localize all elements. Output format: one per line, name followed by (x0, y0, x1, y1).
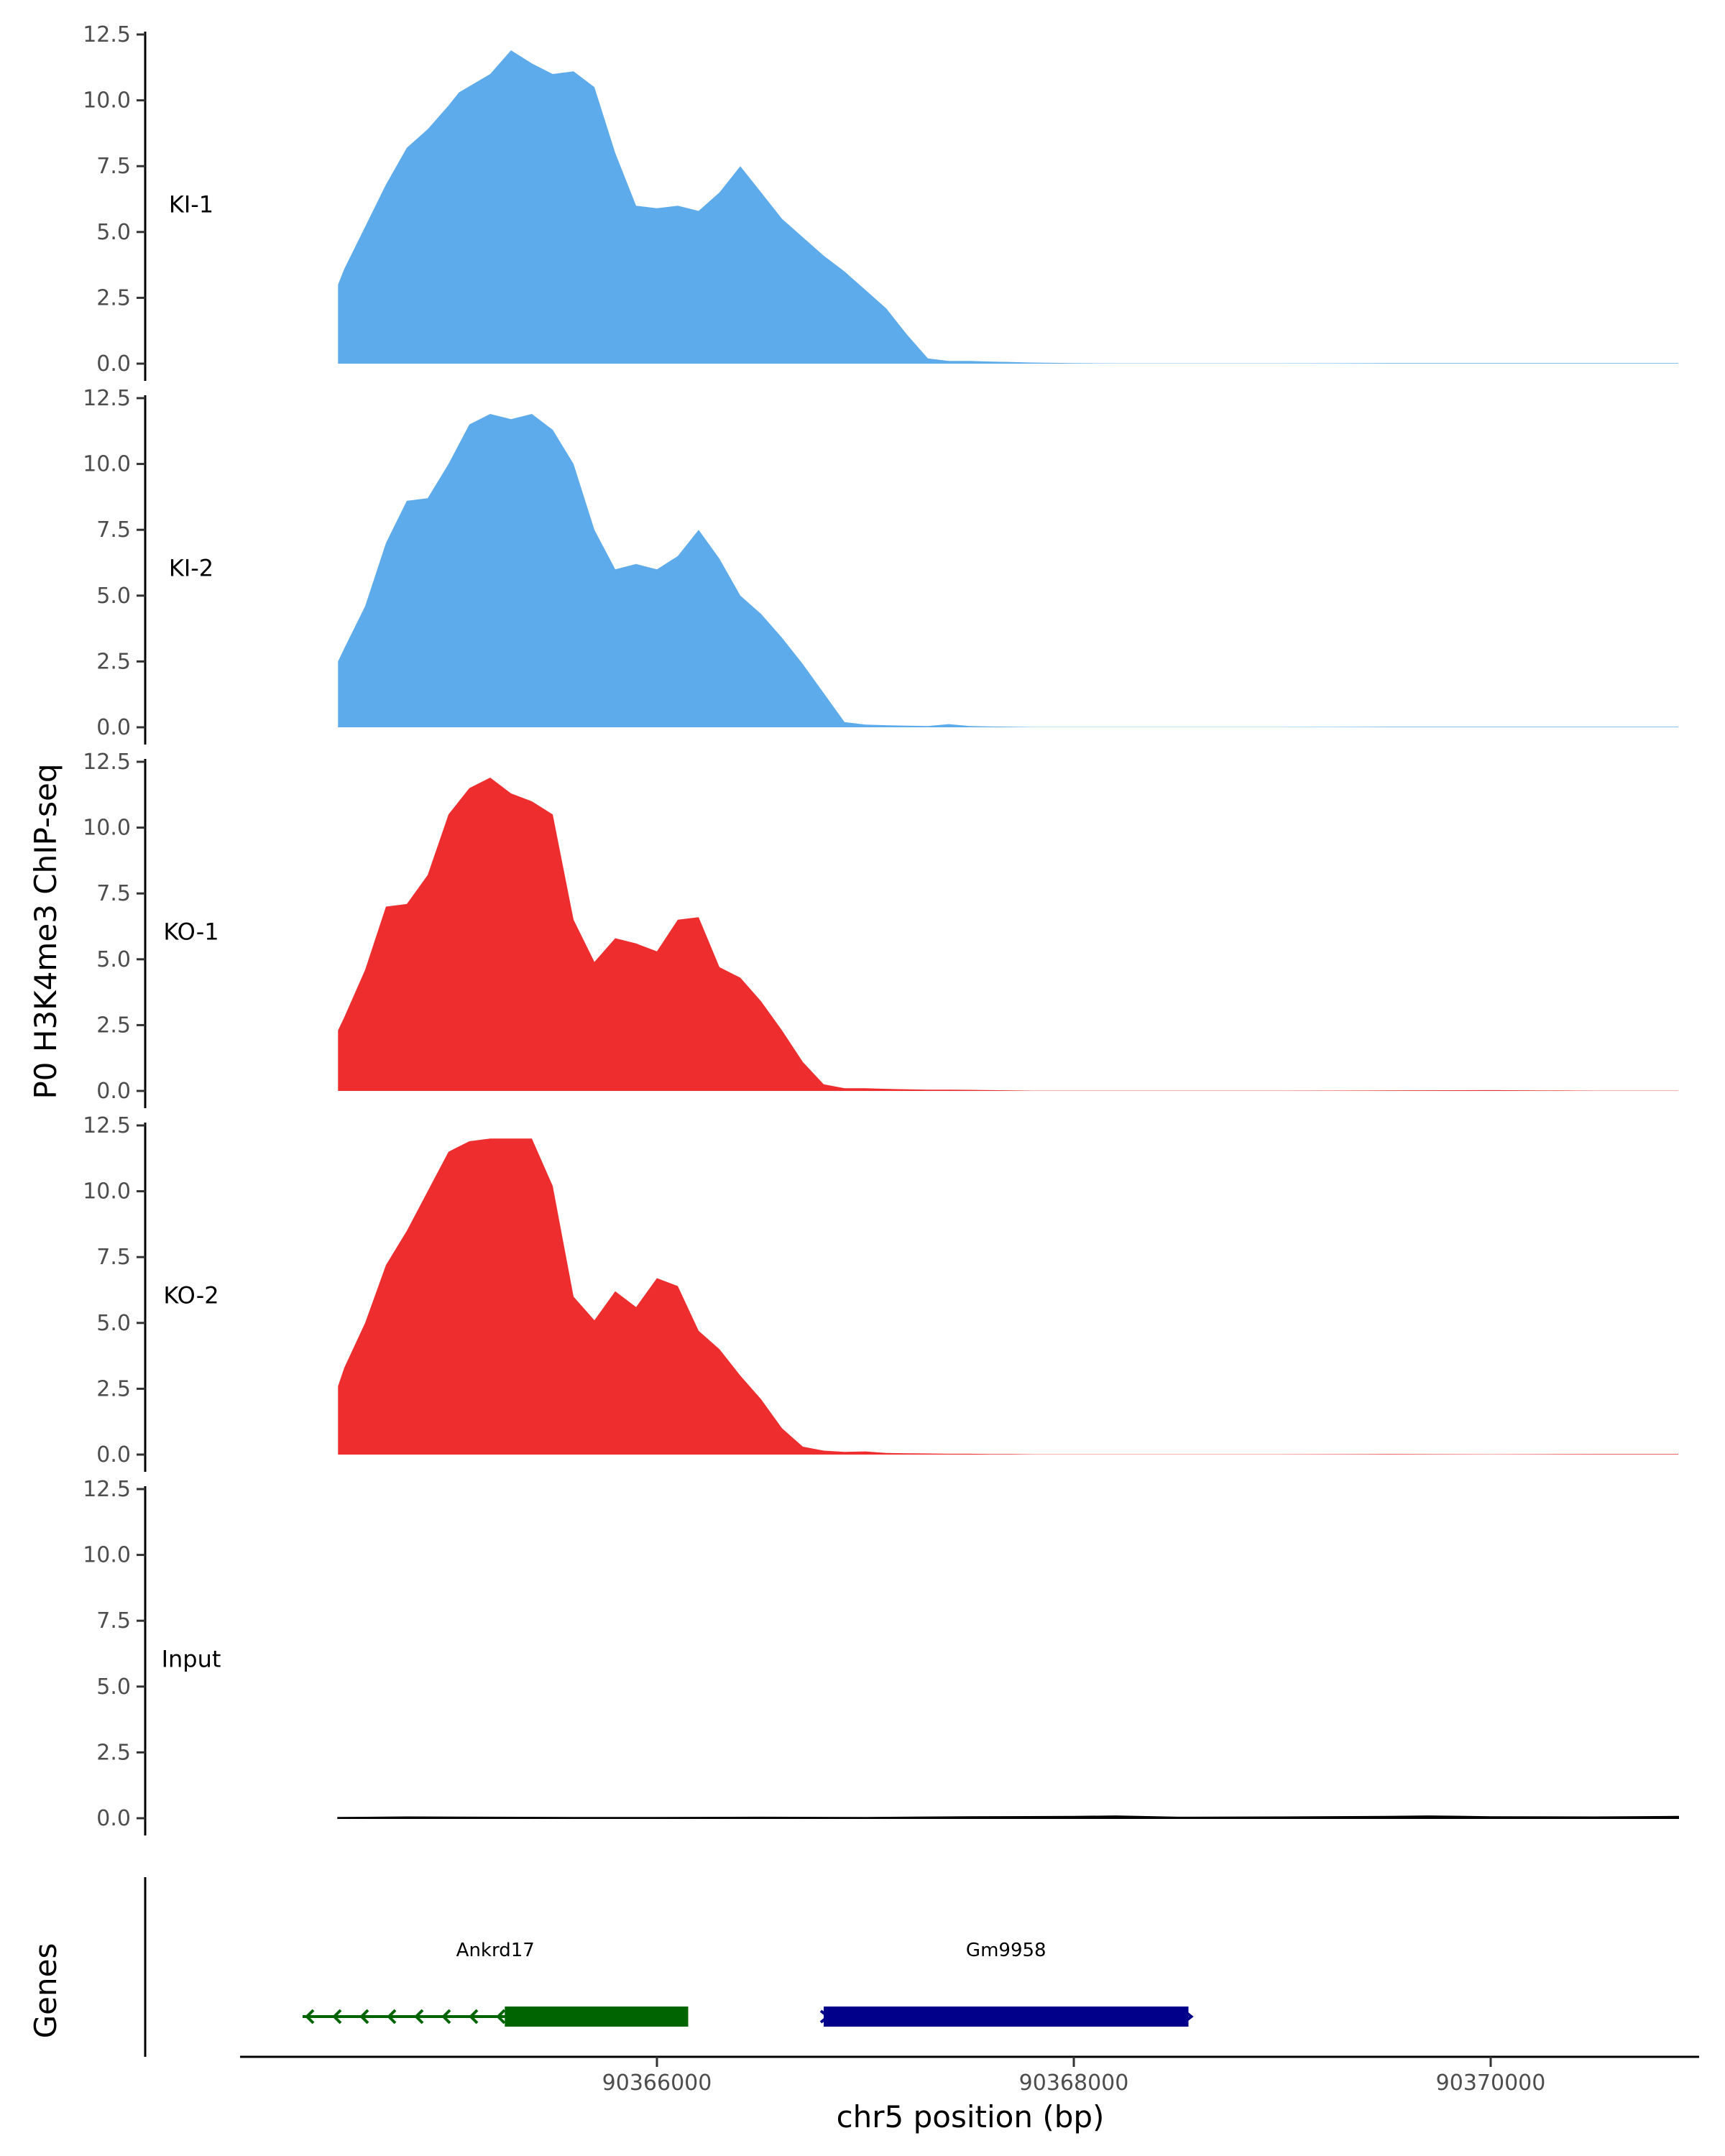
track-ki-1: 0.0 2.5 5.0 7.5 10.0 12.5 KI-1 (83, 22, 1678, 381)
strand-arrow (332, 2009, 342, 2024)
y-tick-label: 10.0 (83, 1179, 131, 1204)
strand-arrow (359, 2009, 369, 2024)
y-tick-label: 0.0 (96, 1806, 131, 1831)
y-tick-label: 5.0 (96, 1311, 131, 1336)
track-label: Input (162, 1645, 221, 1672)
coverage-area (337, 1815, 1679, 1819)
gene-exon (505, 2007, 689, 2027)
y-tick-label: 7.5 (96, 1245, 131, 1270)
genes-axis-title: Genes (28, 1943, 63, 2039)
y-tick-label: 12.5 (83, 22, 131, 47)
gene-exon (824, 2007, 1189, 2027)
y-tick-label: 0.0 (96, 1442, 131, 1468)
gene-annotation-panel: Ankrd17 Gm9958 (144, 1877, 1194, 2057)
y-tick-label: 12.5 (83, 386, 131, 411)
x-tick-label: 90370000 (1436, 2070, 1546, 2096)
x-axis: 90366000 90368000 90370000 (240, 2055, 1699, 2096)
x-tick-label: 90366000 (602, 2070, 712, 2096)
track-ko-2: 0.0 2.5 5.0 7.5 10.0 12.5 KO-2 (83, 1113, 1678, 1472)
track-label: KO-1 (163, 918, 218, 945)
y-tick-label: 7.5 (96, 517, 131, 543)
y-tick-label: 12.5 (83, 1477, 131, 1502)
y-tick-label: 10.0 (83, 452, 131, 477)
y-tick-label: 7.5 (96, 881, 131, 906)
strand-arrow (441, 2009, 451, 2024)
y-tick-label: 5.0 (96, 220, 131, 245)
y-tick-label: 2.5 (96, 649, 131, 674)
x-axis-title: chr5 position (bp) (837, 2099, 1105, 2134)
coverage-area (338, 50, 1678, 364)
strand-arrow (819, 2009, 831, 2024)
x-tick-label: 90368000 (1019, 2070, 1129, 2096)
gene-label: Gm9958 (966, 1940, 1046, 1961)
strand-arrow (1183, 2009, 1194, 2024)
y-axis-title: P0 H3K4me3 ChIP-seq (28, 763, 63, 1099)
coverage-area (338, 1138, 1678, 1455)
gene-gm9958: Gm9958 (819, 1940, 1194, 2027)
track-input: 0.0 2.5 5.0 7.5 10.0 12.5 Input (83, 1477, 1679, 1835)
coverage-area (338, 778, 1678, 1091)
y-tick-label: 5.0 (96, 947, 131, 972)
y-tick-label: 0.0 (96, 351, 131, 377)
y-tick-label: 10.0 (83, 816, 131, 841)
strand-arrow (305, 2009, 315, 2024)
track-label: KI-1 (169, 190, 213, 218)
y-tick-label: 5.0 (96, 1674, 131, 1700)
strand-arrow (387, 2009, 397, 2024)
strand-arrow (414, 2009, 424, 2024)
y-tick-label: 7.5 (96, 154, 131, 179)
strand-arrow (469, 2009, 479, 2024)
y-tick-label: 5.0 (96, 584, 131, 609)
y-tick-label: 2.5 (96, 285, 131, 310)
y-tick-label: 2.5 (96, 1013, 131, 1038)
coverage-area (338, 414, 1678, 727)
track-label: KO-2 (163, 1281, 218, 1309)
track-ko-1: 0.0 2.5 5.0 7.5 10.0 12.5 KO-1 (83, 750, 1678, 1108)
track-label: KI-2 (169, 554, 213, 581)
gene-ankrd17: Ankrd17 (303, 1940, 689, 2027)
y-tick-label: 2.5 (96, 1740, 131, 1765)
y-tick-label: 0.0 (96, 1079, 131, 1104)
y-tick-label: 12.5 (83, 1113, 131, 1138)
strand-arrow (496, 2009, 506, 2024)
y-tick-label: 0.0 (96, 715, 131, 740)
coverage-tracks: 0.0 2.5 5.0 7.5 10.0 12.5 KI-1 0.0 2.5 5.0 7.5 10.0… (83, 22, 1679, 1835)
y-tick-label: 10.0 (83, 1543, 131, 1568)
y-tick-label: 12.5 (83, 750, 131, 775)
gene-label: Ankrd17 (456, 1940, 535, 1961)
y-tick-label: 10.0 (83, 88, 131, 114)
track-ki-2: 0.0 2.5 5.0 7.5 10.0 12.5 KI-2 (83, 386, 1678, 745)
y-tick-label: 7.5 (96, 1608, 131, 1634)
y-tick-label: 2.5 (96, 1376, 131, 1401)
